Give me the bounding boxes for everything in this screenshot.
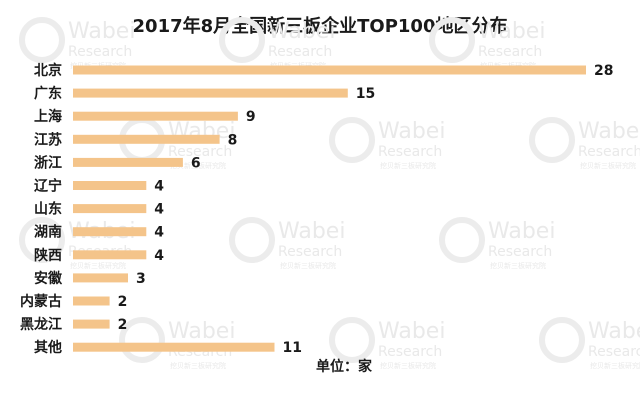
watermark-brand: Wabei xyxy=(478,19,545,44)
bar xyxy=(73,250,147,260)
category-label: 辽宁 xyxy=(34,178,62,195)
category-label: 陕西 xyxy=(34,247,62,264)
watermark-tagline: 挖贝新三板研究院 xyxy=(70,261,126,270)
watermark-brand: Wabei xyxy=(488,219,555,244)
watermark-sub: Research xyxy=(168,144,232,160)
category-label: 湖南 xyxy=(34,224,62,241)
watermark-tagline: 挖贝新三板研究院 xyxy=(170,361,226,370)
data-label: 6 xyxy=(191,155,201,171)
bar xyxy=(73,319,110,329)
data-label: 2 xyxy=(118,317,128,333)
watermark-logo-icon xyxy=(529,117,575,163)
data-label: 4 xyxy=(154,179,164,195)
category-label: 广东 xyxy=(34,85,62,102)
watermark-sub: Research xyxy=(578,144,640,160)
data-label: 9 xyxy=(246,109,256,125)
bar xyxy=(73,134,220,144)
watermark-sub: Research xyxy=(378,344,442,360)
watermark-logo-icon xyxy=(119,317,165,363)
bar xyxy=(73,65,586,75)
bar xyxy=(73,204,147,214)
watermark-logo-icon xyxy=(19,17,65,63)
watermark-sub: Research xyxy=(488,244,552,260)
bar xyxy=(73,157,183,167)
data-label: 28 xyxy=(594,63,613,79)
data-label: 8 xyxy=(228,132,238,148)
category-label: 浙江 xyxy=(34,154,62,171)
data-label: 4 xyxy=(154,202,164,218)
bar xyxy=(73,181,147,190)
category-label: 北京 xyxy=(34,62,62,79)
data-label: 4 xyxy=(154,248,164,264)
watermark-logo-icon xyxy=(329,317,375,363)
category-label: 上海 xyxy=(34,108,62,125)
watermark-logo-icon xyxy=(219,17,265,63)
watermark-tagline: 挖贝新三板研究院 xyxy=(490,261,546,270)
category-label: 山东 xyxy=(34,201,62,218)
data-label: 15 xyxy=(356,86,375,102)
watermark-sub: Research xyxy=(478,44,542,60)
watermark-tagline: 挖贝新三板研究院 xyxy=(590,361,640,370)
bar xyxy=(73,296,110,306)
bar xyxy=(73,342,275,352)
category-label: 其他 xyxy=(34,339,62,356)
watermark-tagline: 挖贝新三板研究院 xyxy=(380,161,436,170)
watermark-sub: Research xyxy=(68,44,132,60)
watermark-logo-icon xyxy=(229,217,275,263)
watermark-sub: Research xyxy=(268,44,332,60)
watermark-tagline: 挖贝新三板研究院 xyxy=(580,161,636,170)
data-label: 3 xyxy=(136,271,146,287)
watermark-logo-icon xyxy=(439,217,485,263)
watermark-sub: Research xyxy=(278,244,342,260)
watermark-logo-icon xyxy=(19,217,65,263)
bars-group xyxy=(73,65,586,352)
bar xyxy=(73,111,238,121)
category-label: 内蒙古 xyxy=(20,293,62,310)
watermark-tagline: 挖贝新三板研究院 xyxy=(280,261,336,270)
data-label: 2 xyxy=(118,294,128,310)
bar xyxy=(73,227,147,237)
watermark-brand: Wabei xyxy=(268,19,335,44)
category-label: 江苏 xyxy=(34,131,62,148)
watermark-logo-icon xyxy=(429,17,475,63)
bar xyxy=(73,273,128,283)
unit-label: 单位：家 xyxy=(316,359,372,375)
watermark-logo-icon xyxy=(539,317,585,363)
watermark-sub: Research xyxy=(588,344,640,360)
data-label: 4 xyxy=(154,225,164,241)
watermark-brand: Wabei xyxy=(278,219,345,244)
watermark-tagline: 挖贝新三板研究院 xyxy=(170,161,226,170)
watermark-tagline: 挖贝新三板研究院 xyxy=(380,361,436,370)
watermark-brand: Wabei xyxy=(578,119,640,144)
bar xyxy=(73,88,348,98)
watermark-brand: Wabei xyxy=(168,319,235,344)
watermark-logo-icon xyxy=(329,117,375,163)
category-label: 黑龙江 xyxy=(20,316,62,333)
data-label: 11 xyxy=(283,340,302,356)
watermark-brand: Wabei xyxy=(588,319,640,344)
watermark-brand: Wabei xyxy=(378,119,445,144)
watermark-sub: Research xyxy=(378,144,442,160)
watermark-brand: Wabei xyxy=(68,19,135,44)
watermark-brand: Wabei xyxy=(378,319,445,344)
category-label: 安徽 xyxy=(34,270,63,287)
